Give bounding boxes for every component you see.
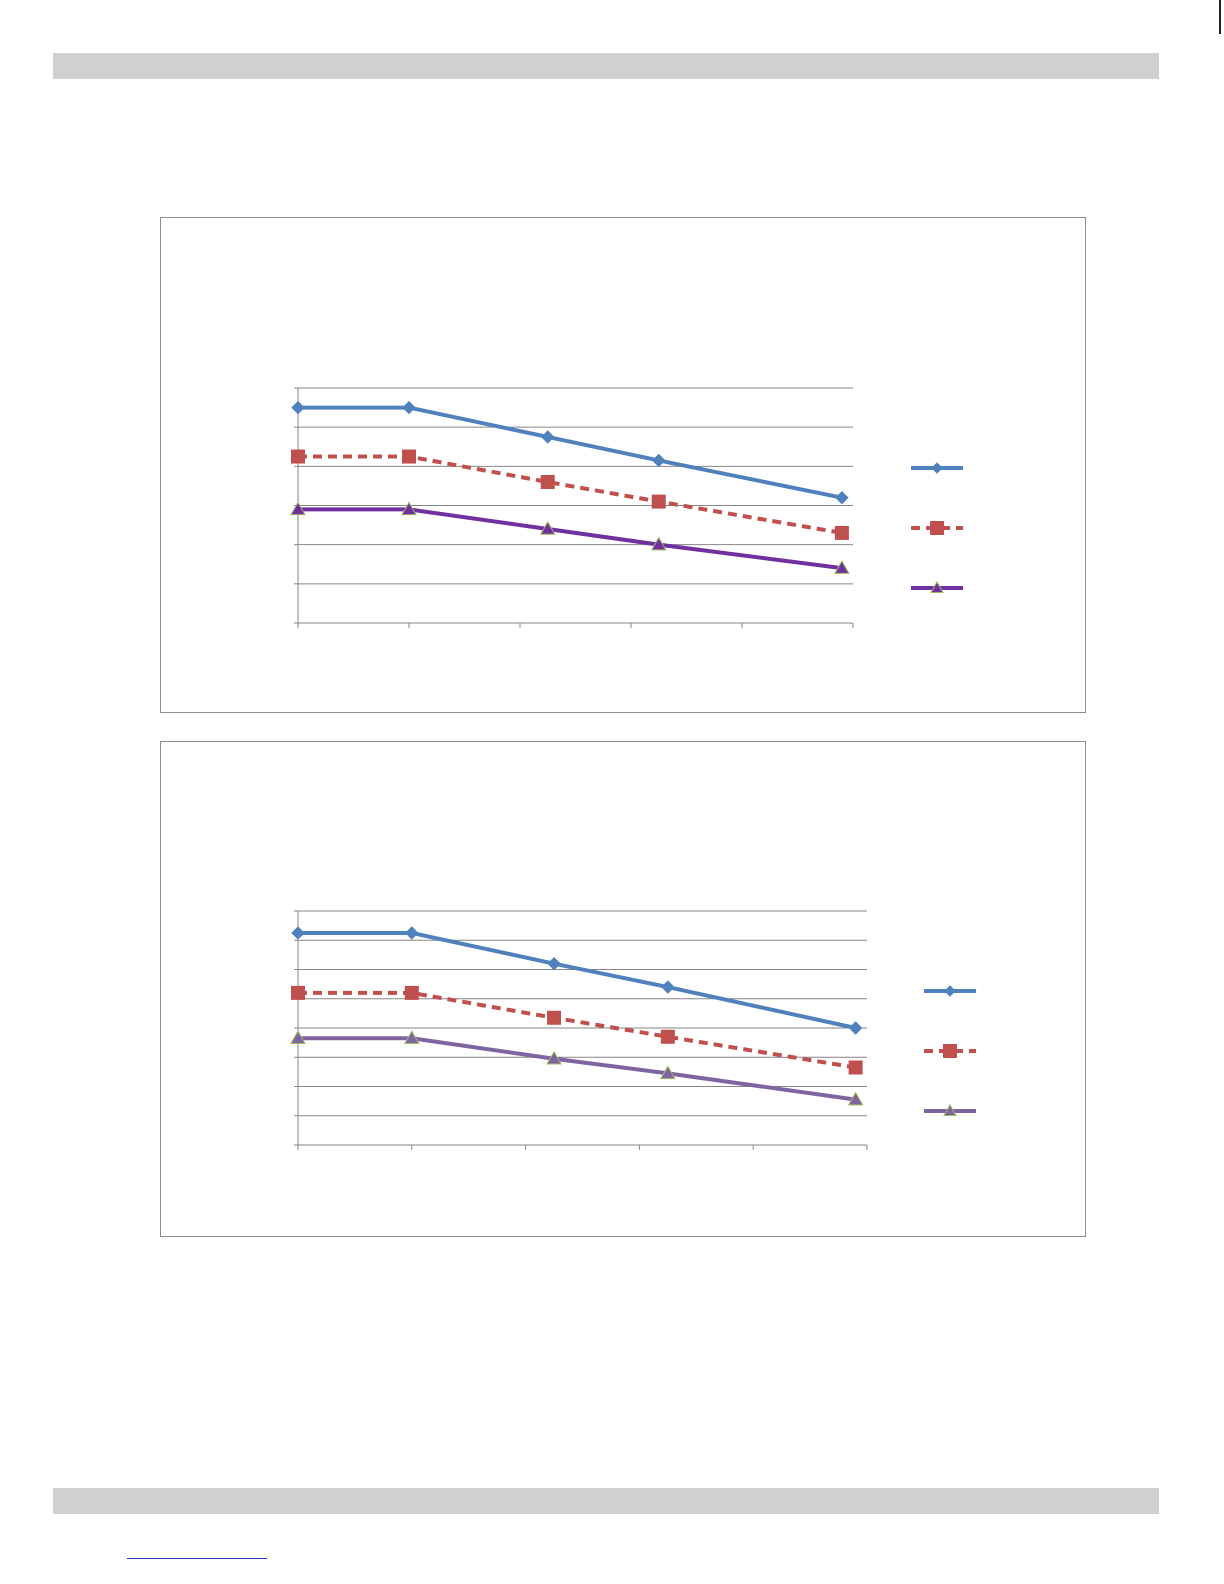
series-3-point [290,1030,306,1044]
series-1-point [835,490,849,505]
series-3-point [539,520,556,535]
series-2-point [402,449,416,464]
series-2-line [298,990,856,1070]
series-2-line [298,454,843,535]
series-1-point [405,926,419,940]
series-1-point [291,400,305,415]
series-3-point [290,501,306,516]
series-1-point [848,1021,863,1035]
series-2-point [848,1060,863,1075]
series-2-point [651,494,666,509]
series-1-point [652,453,666,468]
legend-series-3-marker [943,1103,957,1116]
series-1-line [298,930,857,1030]
series-3-point [401,501,417,516]
header-band [53,53,1159,79]
series-3-line [298,1036,856,1102]
series-3-point [847,1091,864,1106]
series-1-point [402,400,416,415]
series-2-point [291,449,305,464]
series-3-point [403,1030,420,1044]
series-2-point [547,1010,562,1025]
series-3-point [834,560,850,574]
series-2-point [660,1029,675,1044]
top-edge-line [1219,0,1221,34]
legend-series-1-marker [944,985,956,997]
series-1-point [661,980,675,994]
series-2-point [834,525,849,540]
footer-link-underline[interactable] [127,1558,267,1559]
series-1-point [547,956,561,971]
chart-2 [160,741,1086,1237]
series-2-point [540,475,555,489]
series-3-point [546,1050,562,1065]
footer-band [53,1488,1159,1514]
series-1-point [291,926,305,940]
legend-series-2-marker [930,521,944,535]
legend-series-3-marker [930,580,944,593]
series-2-point [291,985,305,1000]
legend-series-1-marker [931,462,943,474]
chart-1-svg [290,387,963,628]
chart-2-svg [290,910,976,1150]
series-1-point [541,430,555,444]
series-3-point [659,1065,676,1080]
legend-series-2-marker [943,1044,957,1058]
chart-1 [160,217,1086,713]
series-2-point [404,985,419,1000]
series-3-point [650,536,667,551]
